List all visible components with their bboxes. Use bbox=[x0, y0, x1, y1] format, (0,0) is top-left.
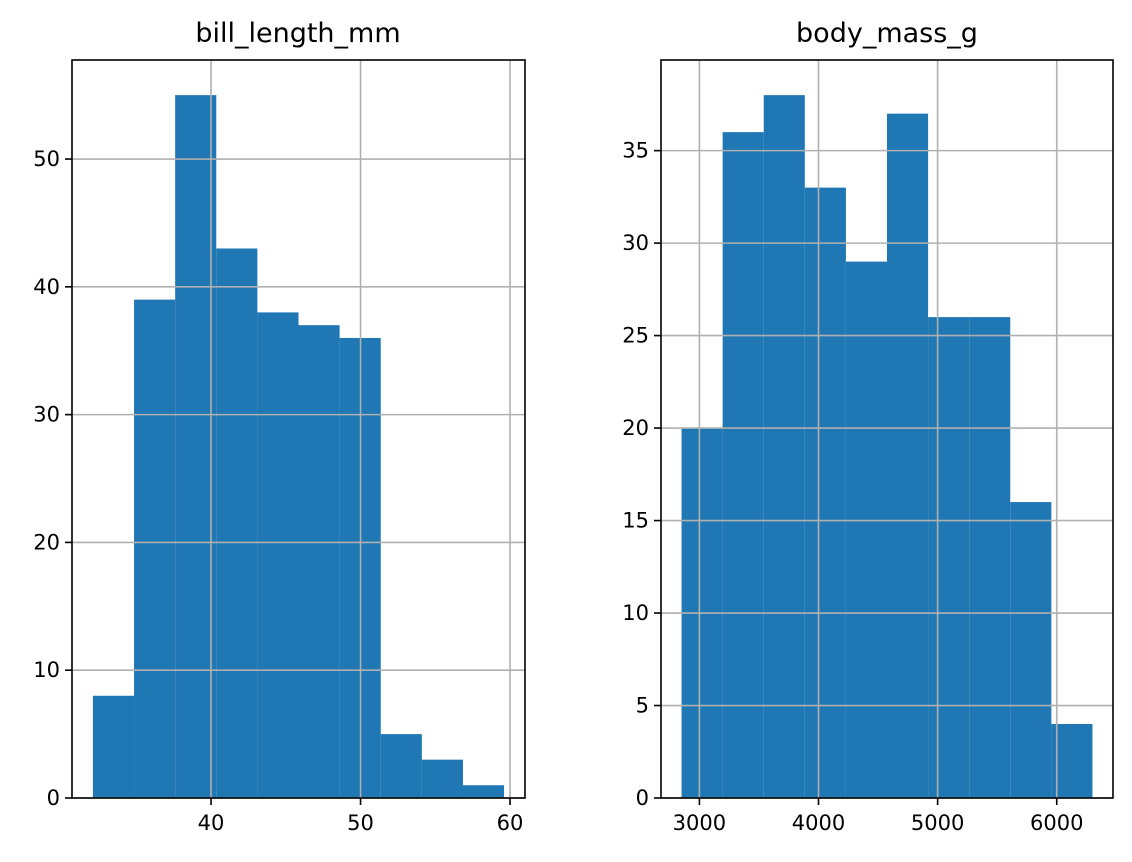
histogram-panel-bill-length: bill_length_mm 40 50 60 0 10 20 30 40 50 bbox=[33, 18, 526, 835]
histogram-bar bbox=[763, 95, 805, 798]
histogram-bar bbox=[1010, 502, 1052, 798]
histogram-bar bbox=[722, 132, 764, 798]
histogram-bar bbox=[175, 95, 217, 798]
y-tick-label: 0 bbox=[47, 786, 60, 810]
histogram-bar bbox=[92, 695, 135, 798]
histogram-bar bbox=[257, 312, 299, 798]
histogram-bar bbox=[421, 759, 463, 798]
chart-title: body_mass_g bbox=[796, 18, 978, 49]
histogram-bar bbox=[969, 317, 1011, 798]
y-tick-label: 0 bbox=[636, 786, 649, 810]
y-tick-label: 40 bbox=[33, 275, 60, 299]
y-tick-label: 50 bbox=[33, 147, 60, 171]
histogram-panel-body-mass: body_mass_g 3000 4000 5000 6000 0 5 10 15 20 25 30… bbox=[622, 18, 1114, 835]
x-tick-label: 5000 bbox=[911, 811, 964, 835]
y-tick-label: 30 bbox=[33, 403, 60, 427]
y-tick-label: 25 bbox=[622, 324, 649, 348]
x-tick-label: 50 bbox=[347, 811, 374, 835]
axes-frame bbox=[660, 59, 1114, 799]
histogram-bar bbox=[928, 317, 970, 798]
histogram-bar bbox=[845, 261, 887, 798]
histogram-bar bbox=[298, 325, 340, 798]
x-tick-label: 6000 bbox=[1030, 811, 1083, 835]
y-tick-label: 20 bbox=[33, 530, 60, 554]
histogram-bar bbox=[804, 187, 846, 799]
y-tick-label: 20 bbox=[622, 416, 649, 440]
histogram-bar bbox=[887, 113, 929, 798]
histogram-bar bbox=[462, 785, 505, 798]
x-tick-label: 4000 bbox=[792, 811, 845, 835]
x-tick-label: 3000 bbox=[673, 811, 726, 835]
y-tick-label: 10 bbox=[622, 601, 649, 625]
chart-title: bill_length_mm bbox=[195, 18, 400, 49]
histogram-bar bbox=[134, 299, 176, 798]
axes-frame bbox=[71, 59, 526, 799]
y-tick-label: 15 bbox=[622, 509, 649, 533]
histogram-bar bbox=[1051, 724, 1093, 798]
x-tick-label: 60 bbox=[497, 811, 524, 835]
histogram-bar bbox=[380, 734, 422, 798]
histogram-bar bbox=[216, 248, 258, 798]
y-tick-label: 10 bbox=[33, 658, 60, 682]
x-tick-label: 40 bbox=[198, 811, 225, 835]
y-tick-label: 35 bbox=[622, 139, 649, 163]
y-tick-label: 5 bbox=[636, 694, 649, 718]
y-tick-label: 30 bbox=[622, 231, 649, 255]
